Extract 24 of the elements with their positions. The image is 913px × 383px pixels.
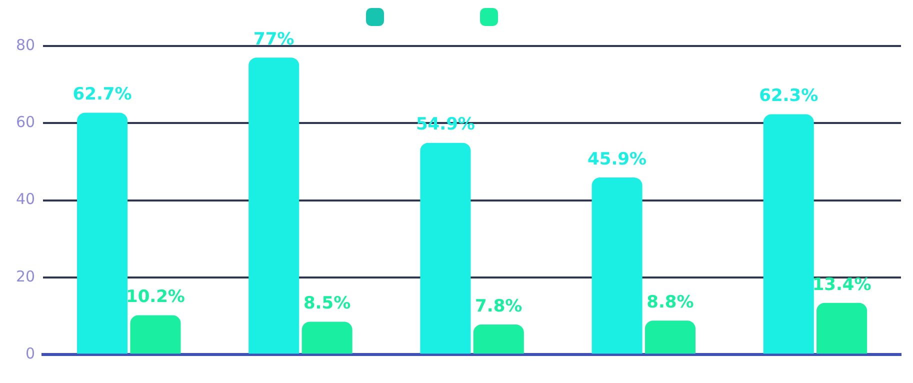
y-tick-label: 0 (26, 344, 36, 362)
y-tick-label: 20 (16, 267, 36, 286)
data-label: 10.2% (126, 287, 185, 308)
bar (473, 324, 524, 354)
bar (644, 320, 696, 354)
y-tick-label: 80 (16, 36, 36, 54)
bar (302, 322, 352, 354)
data-label: 13.4% (812, 274, 872, 295)
bar (763, 114, 814, 354)
data-label: 8.5% (303, 294, 351, 314)
data-label: 7.8% (475, 296, 522, 316)
y-tick-label: 60 (16, 113, 36, 132)
data-label: 62.3% (759, 86, 818, 106)
bar (130, 315, 181, 354)
bar (77, 112, 128, 354)
bar (816, 302, 868, 354)
data-label: 77% (254, 29, 294, 50)
bar (420, 142, 471, 354)
bar (592, 178, 642, 354)
data-label: 45.9% (588, 149, 647, 170)
data-label: 8.8% (646, 292, 694, 313)
data-label: 62.7% (72, 84, 132, 105)
y-tick-label: 40 (16, 190, 36, 208)
bar (248, 58, 300, 354)
